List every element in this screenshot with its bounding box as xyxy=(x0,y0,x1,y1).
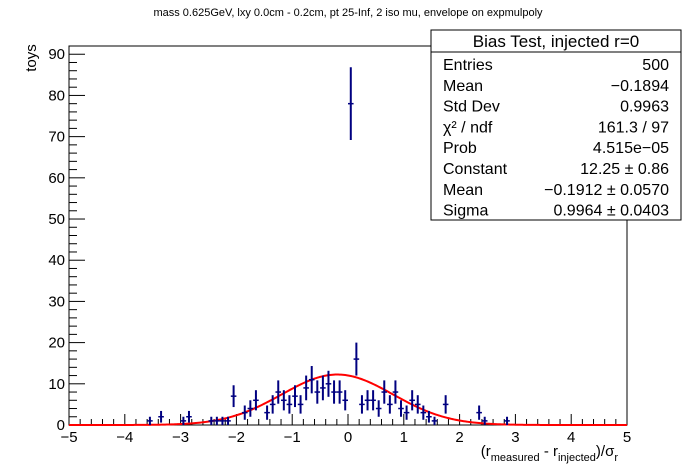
data-point xyxy=(158,410,164,423)
data-point xyxy=(308,366,315,394)
data-point xyxy=(180,416,187,425)
data-point xyxy=(269,395,276,414)
data-point xyxy=(264,405,270,420)
data-point xyxy=(442,395,449,414)
y-tick-label: 80 xyxy=(48,87,65,104)
stats-row-label: Constant xyxy=(443,161,508,178)
y-tick-label: 0 xyxy=(57,417,65,434)
data-point xyxy=(370,390,376,411)
stats-row-value: 500 xyxy=(642,57,669,74)
data-point xyxy=(253,390,259,411)
x-tick-label: 4 xyxy=(567,429,575,446)
x-tick-label: −2 xyxy=(228,429,245,446)
data-point xyxy=(219,416,226,425)
stats-row-value: 4.515e−05 xyxy=(593,140,669,157)
y-tick-label: 50 xyxy=(48,211,65,228)
data-point xyxy=(392,380,399,404)
stats-rows: Entries 500 Mean −0.1894 Std Dev 0.9963 χ² / n… xyxy=(443,57,669,220)
stats-row-value: −0.1912 ± 0.0570 xyxy=(544,182,669,199)
data-point xyxy=(342,390,348,411)
stats-row-label: Std Dev xyxy=(443,99,500,116)
stats-row-label: χ² / ndf xyxy=(443,119,493,136)
data-point xyxy=(409,390,415,411)
data-point xyxy=(208,416,215,425)
data-point xyxy=(241,405,248,420)
data-point xyxy=(403,405,410,420)
stats-row-label: Mean xyxy=(443,182,483,199)
data-point xyxy=(225,416,231,425)
x-tick-label: −4 xyxy=(116,429,133,446)
y-tick-label: 20 xyxy=(48,335,65,352)
data-point xyxy=(303,375,309,401)
stats-row-value: 0.9963 xyxy=(620,99,669,116)
x-tick-label: 3 xyxy=(511,429,519,446)
data-point xyxy=(504,416,510,425)
data-point xyxy=(353,342,360,376)
data-point xyxy=(275,380,282,404)
stats-row-value: −0.1894 xyxy=(611,78,669,95)
data-point xyxy=(348,67,354,141)
data-point xyxy=(381,380,388,404)
data-point xyxy=(281,390,287,411)
y-tick-label: 10 xyxy=(48,376,65,393)
y-tick-label: 30 xyxy=(48,293,65,310)
x-tick-label: 0 xyxy=(344,429,352,446)
x-tick-label: 2 xyxy=(455,429,463,446)
data-point xyxy=(426,410,432,423)
data-point xyxy=(286,395,293,414)
y-tick-label: 70 xyxy=(48,129,65,146)
stats-row-label: Entries xyxy=(443,57,493,74)
data-point xyxy=(431,416,438,425)
stats-box-title: Bias Test, injected r=0 xyxy=(473,32,639,51)
stats-row-value: 12.25 ± 0.86 xyxy=(580,161,669,178)
y-tick-label: 60 xyxy=(48,170,65,187)
x-tick-label: −5 xyxy=(60,429,77,446)
data-point xyxy=(314,380,321,404)
stats-box-border xyxy=(430,29,682,221)
gaussian-fit-curve xyxy=(69,373,627,426)
data-point xyxy=(481,416,488,425)
data-point xyxy=(214,416,220,425)
data-point xyxy=(297,395,304,414)
data-point xyxy=(387,395,393,414)
fit-curve-layer xyxy=(69,373,627,426)
x-axis-label: (rmeasured - rinjected)/σr xyxy=(481,443,619,464)
x-tick-label: 1 xyxy=(400,429,408,446)
y-tick-label: 40 xyxy=(48,252,65,269)
data-point xyxy=(364,390,371,411)
data-point xyxy=(247,400,254,417)
data-points xyxy=(147,67,510,425)
chart-title: mass 0.625GeV, lxy 0.0cm - 0.2cm, pt 25-… xyxy=(153,7,543,19)
data-point xyxy=(320,375,326,401)
stats-row-value: 161.3 / 97 xyxy=(598,119,669,136)
data-point xyxy=(375,400,382,417)
data-point xyxy=(420,405,427,420)
y-tick-label: 90 xyxy=(48,46,65,63)
data-point xyxy=(359,395,365,414)
data-point xyxy=(414,395,421,414)
data-point xyxy=(325,370,332,397)
stats-box: Bias Test, injected r=0 Entries 500 Mean −0… xyxy=(430,29,682,221)
x-tick-label: 5 xyxy=(623,429,631,446)
x-tick-label: −3 xyxy=(172,429,189,446)
data-point xyxy=(476,405,482,420)
data-point xyxy=(147,416,153,425)
data-point xyxy=(292,385,298,408)
stats-row-label: Sigma xyxy=(443,203,488,220)
data-point xyxy=(186,410,192,423)
stats-row-value: 0.9964 ± 0.0403 xyxy=(553,203,669,220)
data-point xyxy=(230,385,237,408)
y-axis-label: toys xyxy=(23,44,40,72)
data-point xyxy=(331,380,337,404)
data-point xyxy=(398,400,404,417)
data-point xyxy=(336,380,343,404)
stats-row-label: Prob xyxy=(443,140,477,157)
x-tick-label: −1 xyxy=(284,429,301,446)
stats-row-label: Mean xyxy=(443,78,483,95)
